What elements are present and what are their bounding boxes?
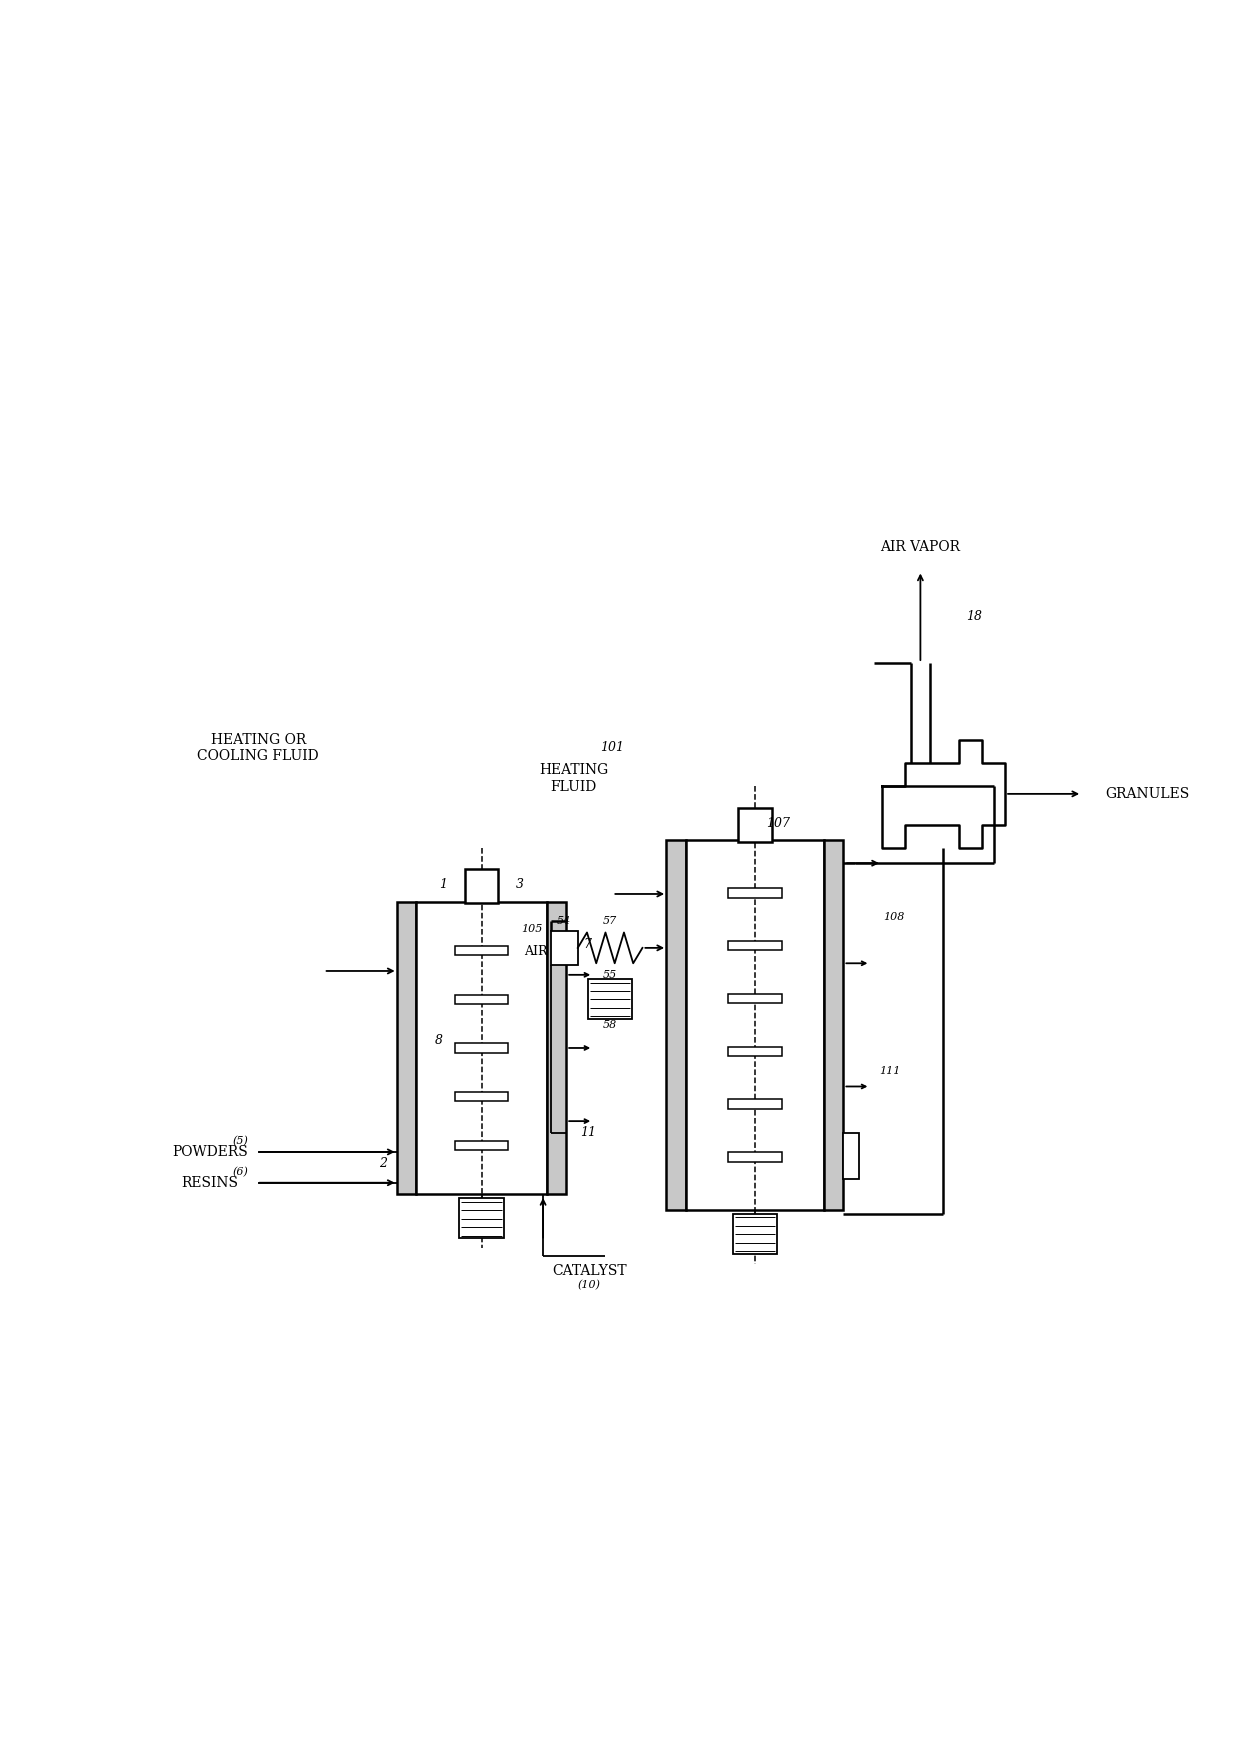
Bar [843,1132,859,1179]
Bar [738,807,771,842]
Text: GRANULES: GRANULES [1105,786,1189,802]
Text: 1: 1 [439,878,446,892]
Bar [459,1198,503,1238]
Text: (5): (5) [233,1136,248,1146]
Text: 108: 108 [883,911,904,922]
Bar [417,903,547,1195]
Text: 111: 111 [879,1066,900,1076]
Bar [455,1043,508,1052]
Bar [728,1153,781,1162]
Bar [547,903,567,1195]
Bar [551,930,578,965]
Bar [397,903,417,1195]
Text: 2: 2 [379,1156,387,1170]
Text: (10): (10) [578,1280,601,1290]
Bar [455,1141,508,1149]
Text: HEATING OR
COOLING FLUID: HEATING OR COOLING FLUID [197,732,319,763]
Bar [728,995,781,1003]
Text: 8: 8 [435,1033,443,1047]
Bar [465,870,498,903]
Text: 18: 18 [966,610,982,623]
Bar [588,979,632,1019]
Bar [728,941,781,949]
Text: AIR VAPOR: AIR VAPOR [880,541,961,555]
Bar [455,995,508,1003]
Text: 107: 107 [766,817,790,830]
Bar [455,946,508,955]
Bar [733,1214,777,1254]
Bar [686,840,825,1210]
Text: 58: 58 [603,1019,618,1029]
Text: (6): (6) [233,1167,248,1177]
Text: 57: 57 [603,916,618,925]
Text: 3: 3 [516,878,525,892]
Text: RESINS: RESINS [181,1176,238,1189]
Text: CATALYST: CATALYST [552,1264,626,1278]
Text: POWDERS: POWDERS [172,1144,248,1158]
Text: 11: 11 [580,1127,595,1139]
Text: 54: 54 [557,916,570,925]
Text: 101: 101 [600,741,625,755]
Text: HEATING
FLUID: HEATING FLUID [539,763,609,793]
Bar [728,1099,781,1109]
Text: 7: 7 [584,937,591,951]
Text: AIR: AIR [523,946,547,958]
Bar [728,1047,781,1056]
Bar [825,840,843,1210]
Bar [455,1092,508,1101]
Text: 105: 105 [521,923,542,934]
Bar [728,889,781,897]
Text: 55: 55 [603,970,618,979]
Bar [666,840,686,1210]
